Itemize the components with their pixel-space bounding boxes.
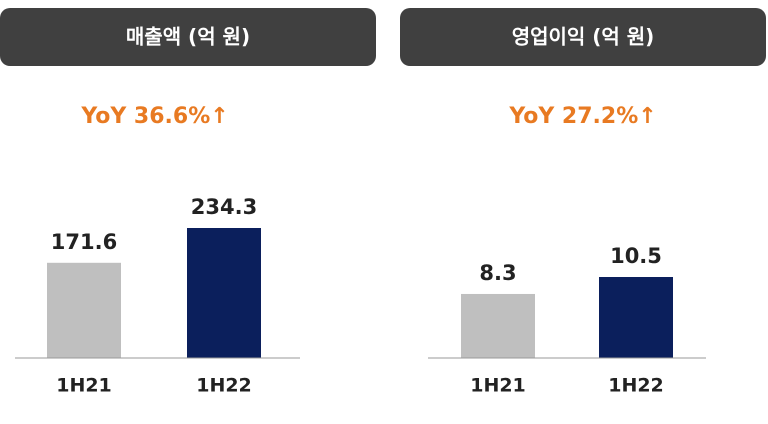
bar (187, 228, 261, 358)
x-tick-label: 1H22 (196, 375, 252, 397)
bar (461, 293, 535, 358)
header-box (400, 8, 766, 66)
value-label: 234.3 (191, 195, 257, 219)
header-box (0, 8, 376, 66)
chart-title: 매출액 (억 원) (126, 25, 250, 49)
value-label: 10.5 (610, 244, 662, 268)
x-tick-label: 1H21 (470, 375, 526, 397)
bar (599, 277, 673, 358)
value-label: 171.6 (51, 230, 117, 254)
bar (47, 262, 121, 358)
annotation: YoY 36.6%↑ (80, 104, 228, 129)
value-label: 8.3 (479, 261, 516, 285)
chart-title: 영업이익 (억 원) (512, 25, 655, 49)
x-tick-label: 1H21 (56, 375, 112, 397)
x-tick-label: 1H22 (608, 375, 664, 397)
annotation: YoY 27.2%↑ (508, 104, 656, 129)
